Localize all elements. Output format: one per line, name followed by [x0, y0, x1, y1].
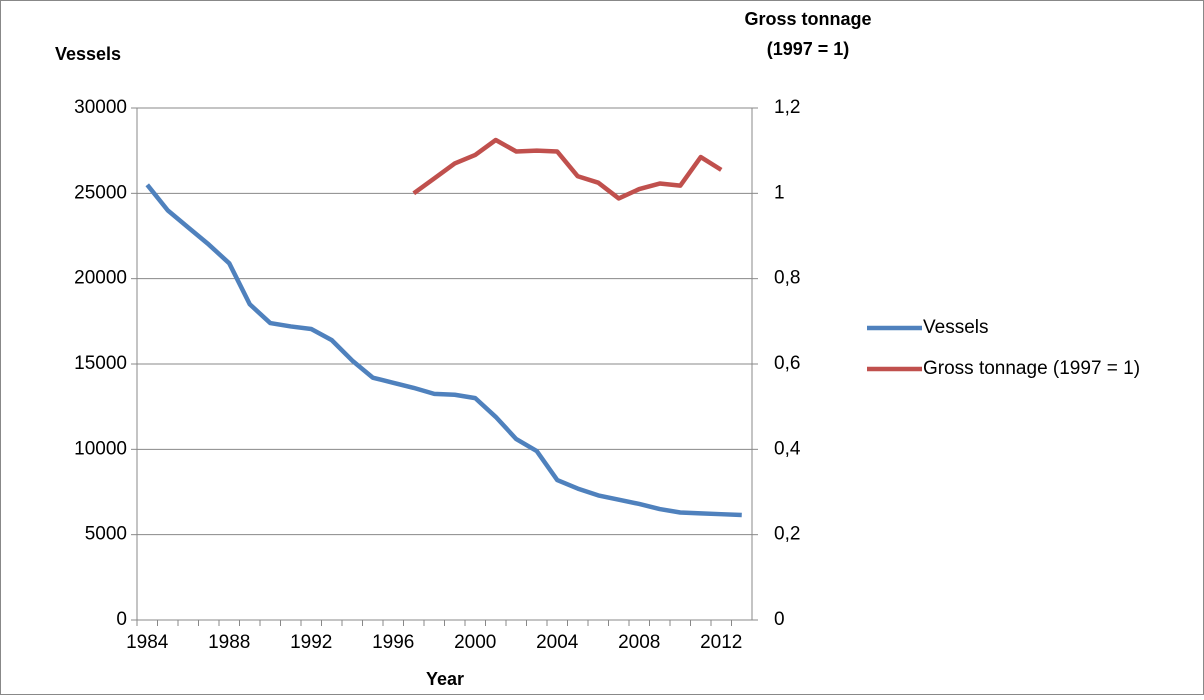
x-tick-label: 1992	[290, 632, 332, 653]
x-tick-label: 2004	[536, 632, 579, 653]
y-axis-title: Vessels	[55, 44, 121, 64]
y-tick-label: 20000	[74, 268, 127, 289]
y2-tick-label: 1	[774, 182, 785, 203]
series-line	[412, 137, 723, 201]
legend-label: Vessels	[923, 317, 988, 338]
x-tick-label: 2008	[618, 632, 660, 653]
y-tick-label: 25000	[74, 182, 127, 203]
y2-axis-title: (1997 = 1)	[767, 39, 850, 59]
legend-label: Gross tonnage (1997 = 1)	[923, 358, 1140, 379]
y-tick-label: 0	[116, 609, 127, 630]
y-tick-label: 5000	[85, 524, 127, 545]
x-tick-label: 1984	[126, 632, 169, 653]
y2-tick-label: 1,2	[774, 97, 800, 118]
y2-tick-label: 0,4	[774, 438, 801, 459]
y-tick-label: 30000	[74, 97, 127, 118]
x-tick-label: 1988	[208, 632, 250, 653]
x-axis-title: Year	[426, 669, 464, 689]
x-tick-label: 1996	[372, 632, 414, 653]
y2-tick-label: 0,2	[774, 524, 800, 545]
y2-tick-label: 0,8	[774, 268, 800, 289]
y-tick-label: 10000	[74, 438, 127, 459]
y2-tick-label: 0,6	[774, 353, 800, 374]
x-tick-label: 2012	[700, 632, 742, 653]
series-line	[145, 183, 742, 518]
y2-axis-title: Gross tonnage	[744, 9, 871, 29]
x-tick-label: 2000	[454, 632, 496, 653]
y2-tick-label: 0	[774, 609, 785, 630]
y-tick-label: 15000	[74, 353, 127, 374]
